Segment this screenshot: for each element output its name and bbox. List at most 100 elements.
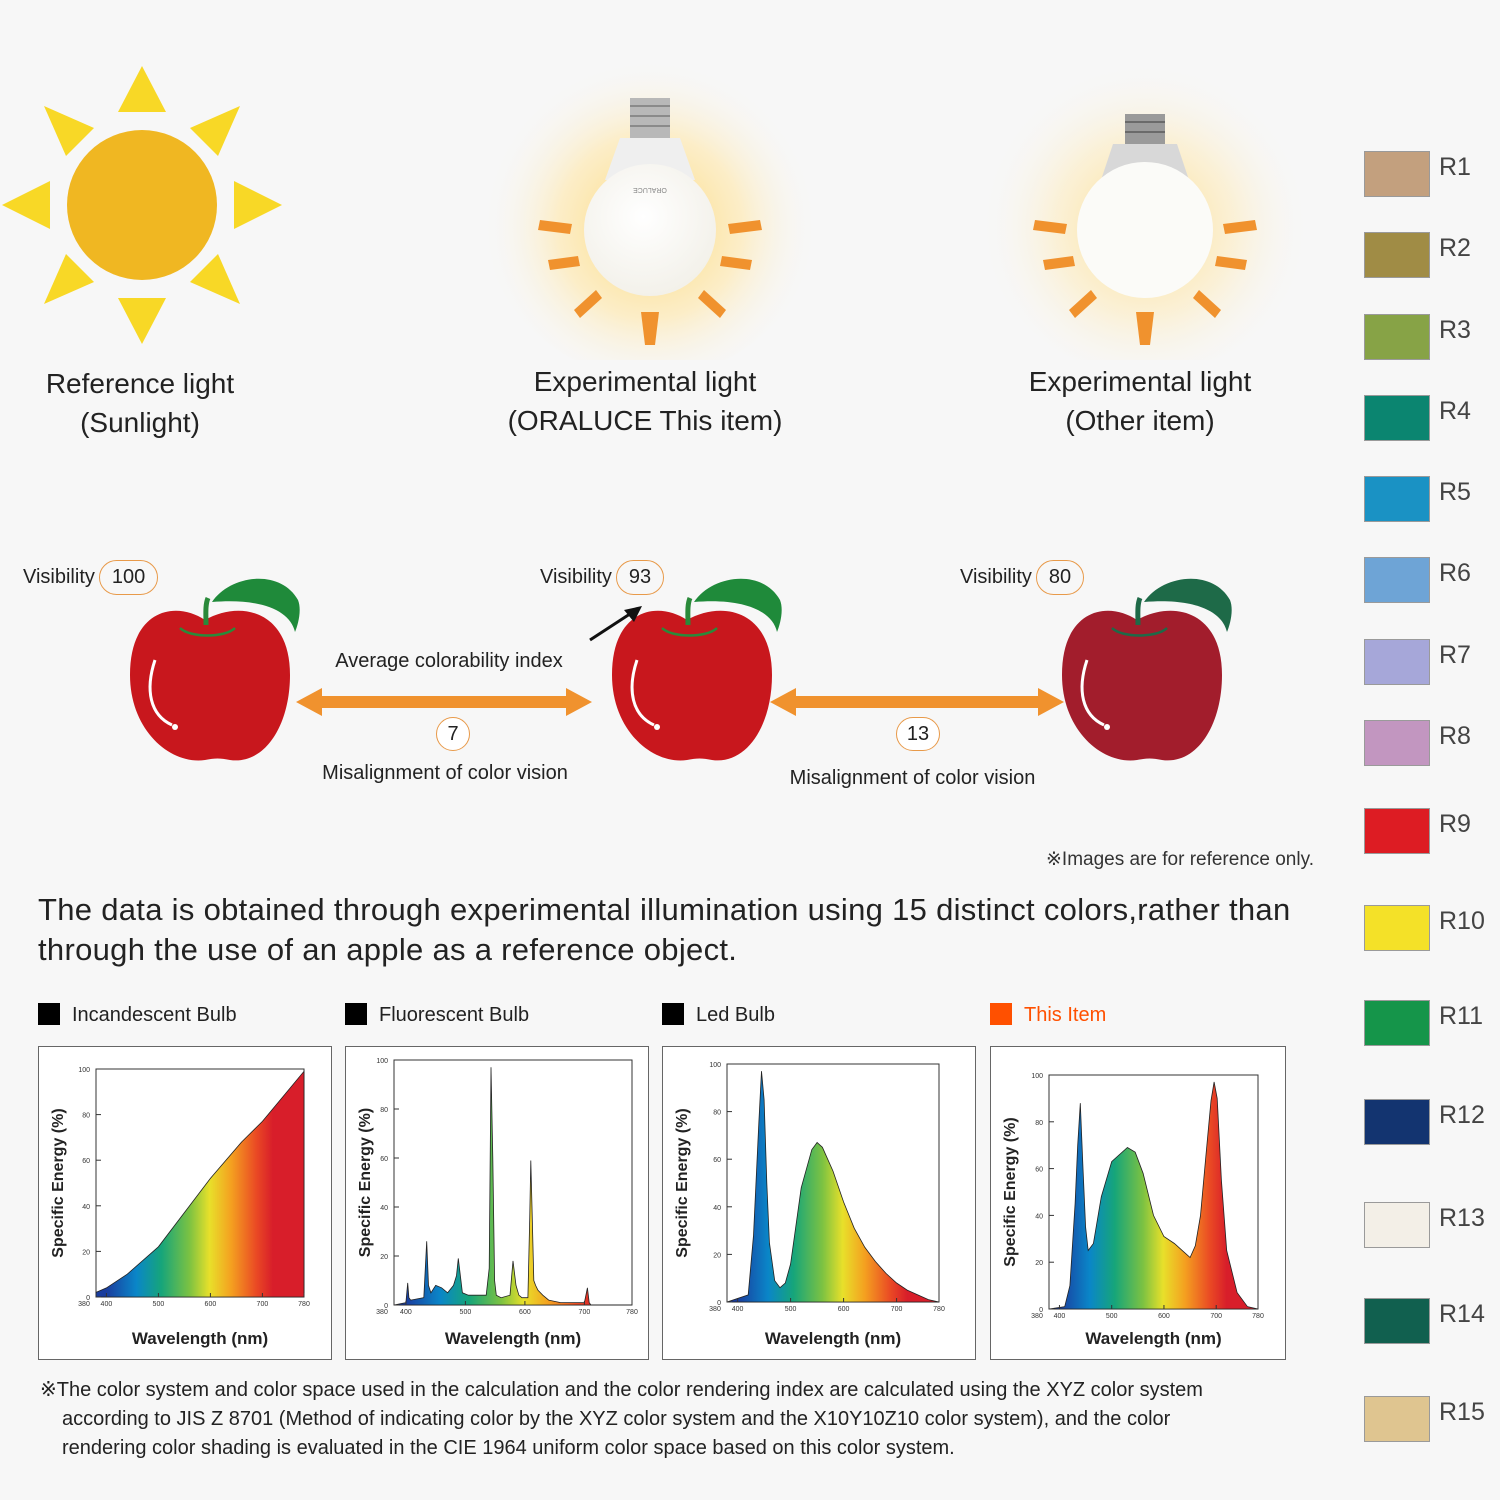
x-tick-label: 500	[153, 1301, 165, 1308]
chart-panel-fluorescent: 0 20 40 60 80 100 380 400 500 600 700 780 Wavelength…	[345, 1046, 649, 1360]
color-label: R2	[1439, 234, 1471, 262]
footnote-line: rendering color shading is evaluated in …	[62, 1437, 955, 1459]
y-tick-label: 100	[1031, 1073, 1043, 1080]
visibility-value: 80	[1035, 560, 1085, 595]
x-tick-label: 400	[732, 1306, 744, 1313]
caption-subtitle: (Sunlight)	[80, 407, 200, 438]
color-swatch	[1364, 314, 1430, 360]
x-tick-label: 780	[1252, 1313, 1264, 1320]
x-tick-label: 780	[933, 1306, 945, 1313]
color-swatch	[1364, 905, 1430, 951]
x-tick-label: 700	[1210, 1313, 1222, 1320]
double-arrow-right	[770, 688, 1064, 716]
y-axis-label: Specific Energy (%)	[1002, 1117, 1019, 1266]
x-tick-label: 400	[101, 1301, 113, 1308]
light-bulb-icon	[980, 45, 1310, 375]
color-label: R11	[1439, 1002, 1484, 1030]
x-axis-label: Wavelength (nm)	[1085, 1329, 1221, 1348]
chart-this-item: 0 20 40 60 80 100 380 400 500 600 700 780 Wavelength…	[1002, 1073, 1264, 1348]
bulb-brand-text: ORALUCE	[633, 186, 667, 193]
bulb-this-item: ORALUCE	[480, 20, 820, 378]
chart-panel-this-item: 0 20 40 60 80 100 380 400 500 600 700 780 Wavelength…	[990, 1046, 1286, 1360]
y-tick-label: 40	[713, 1205, 721, 1212]
y-axis-label: Specific Energy (%)	[674, 1108, 691, 1257]
y-tick-label: 80	[713, 1110, 721, 1117]
caption-title: Experimental light	[1028, 366, 1252, 397]
x-tick-label: 700	[579, 1309, 591, 1316]
y-axis-label: Specific Energy (%)	[50, 1108, 67, 1257]
legend-led: Led Bulb	[662, 1002, 775, 1027]
color-label: R12	[1439, 1101, 1485, 1129]
x-axis-label: Wavelength (nm)	[445, 1329, 581, 1348]
color-swatch	[1364, 639, 1430, 685]
caption-reference: Reference light (Sunlight)	[0, 364, 280, 442]
y-tick-label: 100	[709, 1062, 721, 1069]
chart-incandescent: 0 20 40 60 80 100 380 400 500 600 700 780 Wavelength…	[50, 1067, 310, 1348]
headline-text: The data is obtained through experimenta…	[38, 892, 1291, 967]
apple-other-item-icon	[1062, 578, 1232, 761]
color-swatch	[1364, 1099, 1430, 1145]
y-tick-label: 0	[1039, 1307, 1043, 1314]
footnote: ※The color system and color space used i…	[40, 1376, 1320, 1463]
x-axis-label: Wavelength (nm)	[765, 1329, 901, 1348]
chart-fluorescent: 0 20 40 60 80 100 380 400 500 600 700 780 Wavelength…	[357, 1058, 638, 1348]
caption-other-item: Experimental light (Other item)	[990, 362, 1290, 440]
footnote-line: according to JIS Z 8701 (Method of indic…	[62, 1408, 1171, 1430]
x-tick-label: 600	[1158, 1313, 1170, 1320]
y-tick-label: 40	[380, 1205, 388, 1212]
x-tick-label: 380	[376, 1309, 388, 1316]
misalignment-value-left: 7	[436, 717, 470, 751]
spectrum-area	[393, 1067, 632, 1306]
visibility-reference: Visibility 100	[23, 560, 159, 595]
x-tick-label: 400	[1054, 1313, 1066, 1320]
apple-this-item-icon	[612, 578, 782, 761]
color-label: R8	[1439, 722, 1471, 750]
caption-title: Experimental light	[533, 366, 757, 397]
y-tick-label: 80	[82, 1113, 90, 1120]
visibility-value: 93	[615, 560, 665, 595]
avg-colorability-label: Average colorability index	[335, 650, 563, 672]
legend-swatch	[990, 1002, 1012, 1025]
legend-incandescent: Incandescent Bulb	[38, 1002, 237, 1027]
y-tick-label: 20	[380, 1254, 388, 1261]
color-label: R15	[1439, 1398, 1485, 1426]
spectrum-area	[726, 1071, 940, 1303]
x-tick-label: 700	[891, 1306, 903, 1313]
color-label: R7	[1439, 641, 1471, 669]
x-tick-label: 600	[205, 1301, 217, 1308]
y-tick-label: 0	[717, 1300, 721, 1307]
color-label: R13	[1439, 1204, 1485, 1232]
y-tick-label: 60	[713, 1157, 721, 1164]
spectrum-area	[95, 1070, 305, 1298]
chart-led: 0 20 40 60 80 100 380 400 500 600 700 780 Wavelength…	[674, 1062, 945, 1348]
y-tick-label: 0	[86, 1295, 90, 1302]
x-tick-label: 380	[78, 1301, 90, 1308]
x-tick-label: 700	[257, 1301, 269, 1308]
y-tick-label: 80	[380, 1107, 388, 1114]
y-tick-label: 100	[376, 1058, 388, 1065]
y-tick-label: 20	[1035, 1260, 1043, 1267]
y-tick-label: 20	[713, 1252, 721, 1259]
x-tick-label: 600	[838, 1306, 850, 1313]
reference-note: ※Images are for reference only.	[1046, 849, 1314, 870]
caption-subtitle: (Other item)	[1065, 405, 1215, 436]
x-tick-label: 780	[626, 1309, 638, 1316]
visibility-value: 100	[98, 560, 159, 595]
y-axis-label: Specific Energy (%)	[357, 1108, 374, 1257]
color-swatch	[1364, 1396, 1430, 1442]
color-swatch	[1364, 232, 1430, 278]
color-label: R14	[1439, 1300, 1485, 1328]
x-tick-label: 380	[709, 1306, 721, 1313]
sun-icon	[2, 66, 282, 344]
x-tick-label: 500	[1106, 1313, 1118, 1320]
apple-reference-icon	[130, 578, 300, 761]
y-tick-label: 100	[78, 1067, 90, 1074]
y-tick-label: 80	[1035, 1120, 1043, 1127]
visibility-other-item: Visibility 80	[960, 560, 1085, 595]
visibility-label: Visibility	[960, 566, 1032, 588]
y-tick-label: 40	[82, 1204, 90, 1211]
double-arrow-left	[296, 688, 592, 716]
color-label: R9	[1439, 810, 1471, 838]
x-tick-label: 500	[460, 1309, 472, 1316]
y-tick-label: 60	[1035, 1167, 1043, 1174]
